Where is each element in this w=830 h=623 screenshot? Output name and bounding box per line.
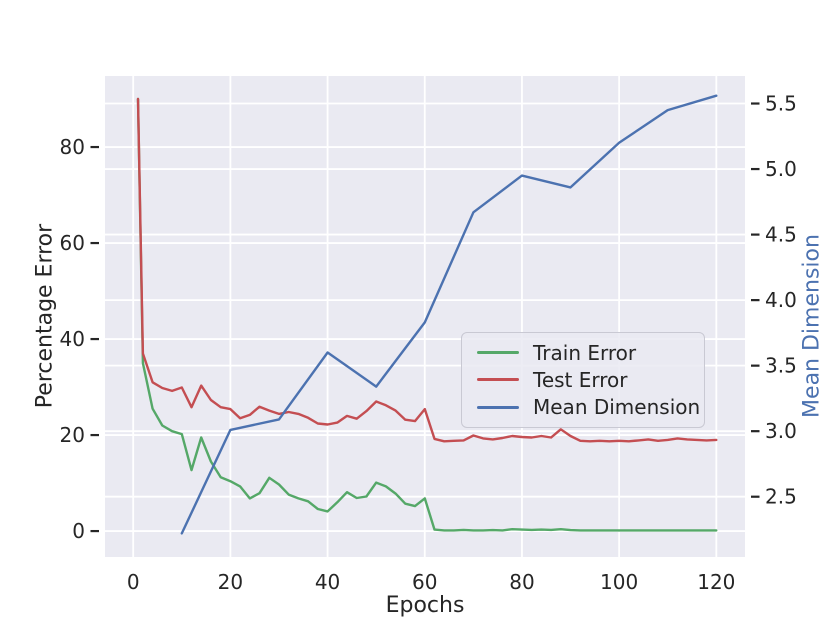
- legend-entry-mean-dimension: Mean Dimension: [462, 394, 704, 421]
- y-tick-label-left: 40: [60, 327, 85, 351]
- x-axis-label: Epochs: [385, 593, 465, 618]
- legend-entry-train-error: Train Error: [462, 339, 704, 366]
- y-tick-label-right: 5.5: [765, 92, 797, 116]
- train-error-swatch: [477, 351, 519, 355]
- x-tick-label: 0: [127, 570, 140, 594]
- x-tick-label: 20: [218, 570, 243, 594]
- y-tick-label-right: 4.5: [765, 223, 797, 247]
- test-error-line: [136, 97, 718, 443]
- y-tick-label-right: 3.5: [765, 354, 797, 378]
- y-tick-label-left: 60: [60, 231, 85, 255]
- x-tick-label: 120: [697, 570, 735, 594]
- x-tick-label: 100: [600, 570, 638, 594]
- x-tick-label: 60: [412, 570, 437, 594]
- y-tick-label-right: 4.0: [765, 288, 797, 312]
- x-tick-label: 80: [509, 570, 534, 594]
- mean-dimension-line: [180, 94, 718, 535]
- test-error-swatch: [477, 378, 519, 382]
- legend-label: Train Error: [533, 340, 637, 365]
- x-tick-label: 40: [315, 570, 340, 594]
- y-tick-label-right: 2.5: [765, 485, 797, 509]
- y-tick-label-right: 3.0: [765, 419, 797, 443]
- legend-label: Mean Dimension: [533, 395, 701, 420]
- legend-entry-test-error: Test Error: [462, 366, 704, 393]
- y-axis-label-left: Percentage Error: [32, 223, 58, 409]
- train-error-line: [136, 97, 718, 532]
- legend-label: Test Error: [533, 367, 628, 392]
- mean-dimension-swatch: [477, 405, 519, 409]
- y-axis-label-right: Mean Dimension: [799, 234, 825, 418]
- y-tick-label-left: 20: [60, 423, 85, 447]
- y-tick-label-left: 0: [72, 519, 85, 543]
- y-tick-label-right: 5.0: [765, 157, 797, 181]
- legend: Train Error Test Error Mean Dimension: [461, 332, 705, 428]
- y-tick-label-left: 80: [60, 135, 85, 159]
